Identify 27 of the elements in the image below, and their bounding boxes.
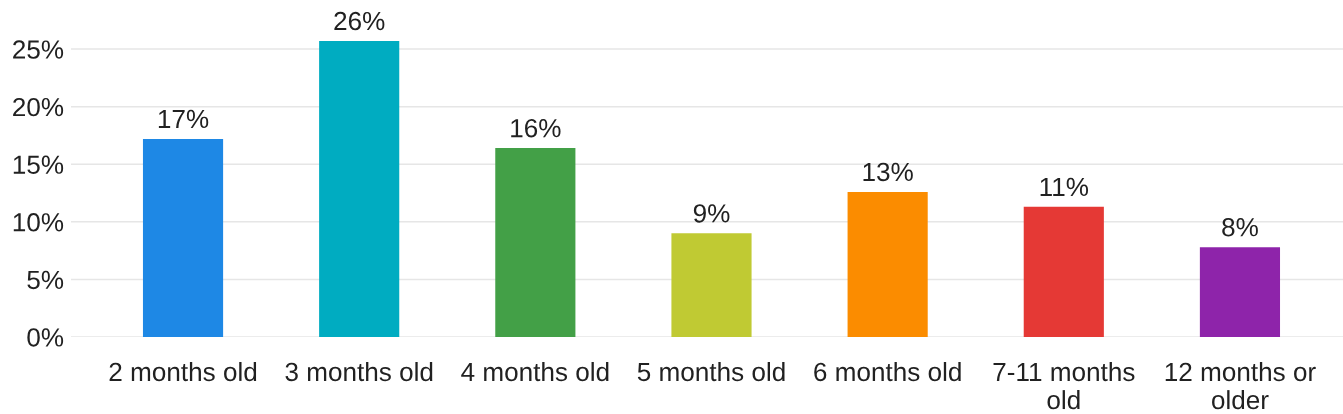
y-tick-label: 25% xyxy=(13,40,64,59)
x-tick-label: 6 months old xyxy=(814,362,961,382)
x-tick-label: 3 months old xyxy=(285,362,433,382)
data-label: 13% xyxy=(863,162,913,182)
x-tick-label: 4 months old xyxy=(461,362,609,382)
data-label: 8% xyxy=(1222,217,1258,237)
y-tick-label: 15% xyxy=(13,155,64,174)
x-tick-label: 7-11 months old xyxy=(993,362,1135,410)
data-label: 26% xyxy=(334,11,385,31)
bar xyxy=(1023,206,1104,337)
y-tick-label: 20% xyxy=(13,97,64,117)
bar xyxy=(319,41,400,337)
data-label: 9% xyxy=(693,204,730,223)
data-label: 11% xyxy=(1040,177,1089,197)
bar xyxy=(142,138,224,337)
x-tick-label: 2 months old xyxy=(109,362,257,382)
y-tick-label: 0% xyxy=(27,328,64,347)
bar xyxy=(671,233,752,337)
x-tick-label: 12 months or older xyxy=(1165,362,1316,410)
bar xyxy=(495,148,576,337)
data-label: 17% xyxy=(158,109,209,129)
y-tick-label: 10% xyxy=(13,213,64,232)
y-tick-label: 5% xyxy=(27,270,64,290)
bar xyxy=(1199,247,1281,337)
bar xyxy=(847,191,928,337)
x-tick-label: 5 months old xyxy=(637,362,785,382)
data-label: 16% xyxy=(511,118,561,138)
